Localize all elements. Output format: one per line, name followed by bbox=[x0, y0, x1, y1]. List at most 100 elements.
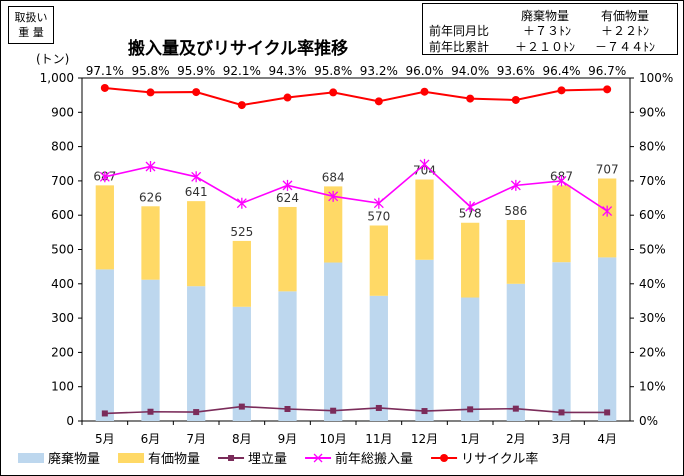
y2-tick-label: 90% bbox=[639, 105, 666, 119]
rate-label: 93.6% bbox=[497, 64, 535, 78]
x-tick-label: 1月 bbox=[460, 432, 480, 446]
rate-label: 95.8% bbox=[314, 64, 352, 78]
summary-header-waste: 廃棄物量 bbox=[521, 9, 570, 23]
x-tick-label: 4月 bbox=[597, 432, 617, 446]
tag-line-2: 重 量 bbox=[18, 26, 44, 39]
total-label: 525 bbox=[230, 225, 253, 239]
legend-label-recycle-rate: リサイクル率 bbox=[461, 451, 538, 467]
landfill-point bbox=[330, 407, 337, 414]
legend-label-waste: 廃棄物量 bbox=[48, 451, 100, 467]
x-tick-label: 5月 bbox=[95, 432, 115, 446]
prev-year-total-point bbox=[556, 175, 567, 187]
bar-waste bbox=[232, 306, 251, 421]
summary-yoy-waste: ＋７３ﾄﾝ bbox=[523, 24, 572, 38]
bar-waste bbox=[141, 279, 160, 421]
bar-waste bbox=[415, 259, 434, 421]
y-tick-label: 500 bbox=[51, 243, 74, 257]
total-label: 641 bbox=[185, 185, 208, 199]
chart-title: 搬入量及びリサイクル率推移 bbox=[128, 39, 349, 59]
prev-year-total-point bbox=[191, 171, 202, 183]
y-tick-label: 900 bbox=[51, 105, 74, 119]
bar-valuable bbox=[552, 185, 571, 263]
x-tick-label: 9月 bbox=[278, 432, 298, 446]
y-tick-label: 100 bbox=[51, 380, 74, 394]
prev-year-total-point bbox=[328, 190, 339, 202]
recycle-rate-point bbox=[466, 94, 475, 103]
summary-cum-valuable: －７４４ﾄﾝ bbox=[595, 40, 656, 54]
legend-swatch-waste bbox=[18, 453, 44, 463]
rate-label: 97.1% bbox=[86, 64, 124, 78]
bar-valuable bbox=[369, 225, 388, 296]
bar-valuable bbox=[187, 201, 206, 287]
y2-tick-label: 100% bbox=[639, 71, 673, 85]
prev-year-total-point bbox=[145, 160, 156, 172]
bar-waste bbox=[552, 262, 571, 421]
bar-valuable bbox=[415, 179, 434, 260]
tag-line-1: 取扱い bbox=[14, 11, 48, 24]
y-tick-label: 700 bbox=[51, 174, 74, 188]
rate-label: 96.7% bbox=[588, 64, 626, 78]
prev-year-total-line bbox=[104, 163, 608, 212]
y2-tick-label: 10% bbox=[639, 380, 666, 394]
y2-tick-label: 60% bbox=[639, 208, 666, 222]
x-tick-label: 8月 bbox=[232, 432, 252, 446]
total-label: 624 bbox=[276, 191, 299, 205]
rate-label: 95.8% bbox=[131, 64, 169, 78]
prev-year-total-point bbox=[282, 179, 293, 191]
bar-waste bbox=[461, 297, 480, 421]
total-label: 570 bbox=[367, 209, 390, 223]
landfill-point bbox=[193, 409, 200, 416]
bar-valuable bbox=[141, 206, 160, 280]
plot-area bbox=[81, 77, 631, 422]
recycle-rate-point bbox=[557, 86, 566, 95]
bar-valuable bbox=[598, 178, 617, 258]
rate-label: 92.1% bbox=[223, 64, 261, 78]
y2-tick-label: 20% bbox=[639, 345, 666, 359]
landfill-point bbox=[284, 405, 291, 412]
y-tick-label: 600 bbox=[51, 208, 74, 222]
prev-year-total-point bbox=[465, 201, 476, 213]
summary-row-label-cumulative: 前年比累計 bbox=[429, 40, 490, 54]
bar-waste bbox=[324, 262, 343, 421]
legend-swatch-valuable bbox=[118, 453, 145, 463]
y2-tick-label: 50% bbox=[639, 243, 666, 257]
summary-row-label-yoy: 前年同月比 bbox=[429, 24, 490, 38]
bar-valuable bbox=[278, 206, 297, 292]
prev-year-total-point bbox=[602, 205, 613, 217]
x-tick-label: 11月 bbox=[365, 432, 392, 446]
y-tick-label: 0 bbox=[66, 414, 74, 428]
landfill-point bbox=[512, 405, 519, 412]
x-tick-label: 12月 bbox=[411, 432, 438, 446]
prev-year-total-point bbox=[236, 197, 247, 209]
total-label: 704 bbox=[413, 164, 436, 178]
bar-valuable bbox=[95, 185, 114, 270]
recycle-rate-point bbox=[237, 101, 246, 110]
bar-valuable bbox=[232, 240, 251, 307]
total-label: 578 bbox=[459, 207, 482, 221]
prev-year-total-point bbox=[99, 171, 110, 183]
recycle-rate-point bbox=[283, 93, 292, 102]
legend-marker-landfill bbox=[228, 455, 235, 461]
y2-tick-label: 70% bbox=[639, 174, 666, 188]
landfill-point bbox=[147, 408, 154, 415]
y2-tick-label: 30% bbox=[639, 311, 666, 325]
bar-waste bbox=[95, 269, 114, 421]
summary-box: 廃棄物量 有価物量 前年同月比 ＋７３ﾄﾝ ＋２２ﾄﾝ 前年比累計 ＋２１０ﾄﾝ… bbox=[422, 3, 678, 55]
recycle-rate-point bbox=[374, 97, 383, 106]
bar-valuable bbox=[461, 222, 480, 298]
recycle-rate-point bbox=[420, 87, 429, 96]
x-tick-label: 7月 bbox=[186, 432, 206, 446]
rate-label: 93.2% bbox=[360, 64, 398, 78]
legend-marker-prev-year-total bbox=[313, 453, 323, 463]
landfill-point bbox=[604, 409, 611, 416]
landfill-line bbox=[104, 405, 608, 415]
landfill-point bbox=[558, 409, 565, 416]
y-tick-label: 200 bbox=[51, 345, 74, 359]
total-label: 707 bbox=[596, 162, 619, 176]
tag-box: 取扱い 重 量 bbox=[8, 6, 54, 44]
bar-waste bbox=[369, 295, 388, 421]
recycle-rate-point bbox=[192, 88, 201, 97]
legend-label-valuable: 有価物量 bbox=[148, 452, 200, 467]
prev-year-total-point bbox=[510, 179, 521, 191]
